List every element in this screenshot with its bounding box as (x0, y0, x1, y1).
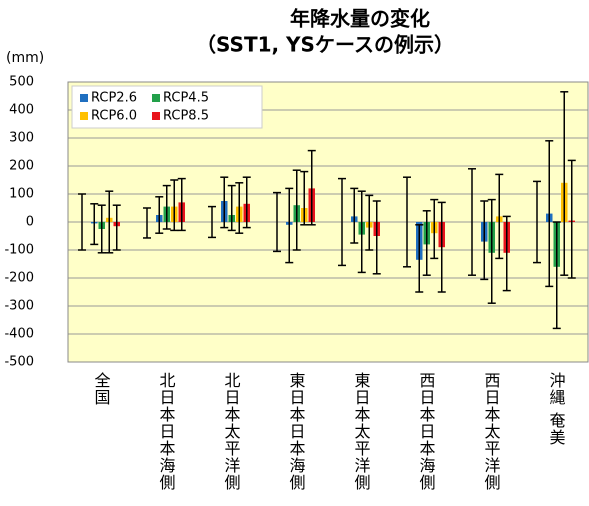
y-tick-label: -100 (4, 243, 34, 258)
y-tick-label: 500 (9, 75, 34, 90)
legend-swatch (152, 112, 160, 120)
legend-swatch (80, 94, 88, 102)
x-tick-label: 西日本太平洋側 (481, 372, 501, 491)
y-tick-label: 200 (9, 159, 34, 174)
x-tick-label: 全国 (91, 372, 111, 406)
x-tick-label: 東日本太平洋側 (351, 372, 371, 491)
y-tick-label: 300 (9, 131, 34, 146)
plot-frame (67, 81, 589, 363)
x-tick-label: 沖縄 奄美 (546, 372, 566, 447)
y-tick-label: -500 (4, 355, 34, 370)
y-tick-label: 400 (9, 103, 34, 118)
chart-subtitle: （SST1, YSケースの例示） (196, 33, 454, 57)
x-tick-label: 北日本太平洋側 (221, 372, 241, 491)
y-tick-label: -400 (4, 327, 34, 342)
y-tick-label: -200 (4, 271, 34, 286)
legend-swatch (80, 112, 88, 120)
legend-label: RCP2.6 (91, 91, 137, 106)
legend-label: RCP8.5 (163, 109, 209, 124)
legend-label: RCP6.0 (91, 109, 137, 124)
y-tick-label: -300 (4, 299, 34, 314)
legend-label: RCP4.5 (163, 91, 209, 106)
legend-swatch (152, 94, 160, 102)
x-tick-label: 西日本日本海側 (416, 372, 436, 491)
y-axis-label: (mm) (6, 50, 44, 66)
legend-box (71, 85, 263, 129)
x-tick-label: 北日本日本海側 (156, 372, 176, 491)
y-tick-label: 0 (26, 215, 34, 230)
x-tick-label: 東日本日本海側 (286, 372, 306, 491)
y-tick-label: 100 (9, 187, 34, 202)
chart-title: 年降水量の変化 (290, 7, 430, 31)
